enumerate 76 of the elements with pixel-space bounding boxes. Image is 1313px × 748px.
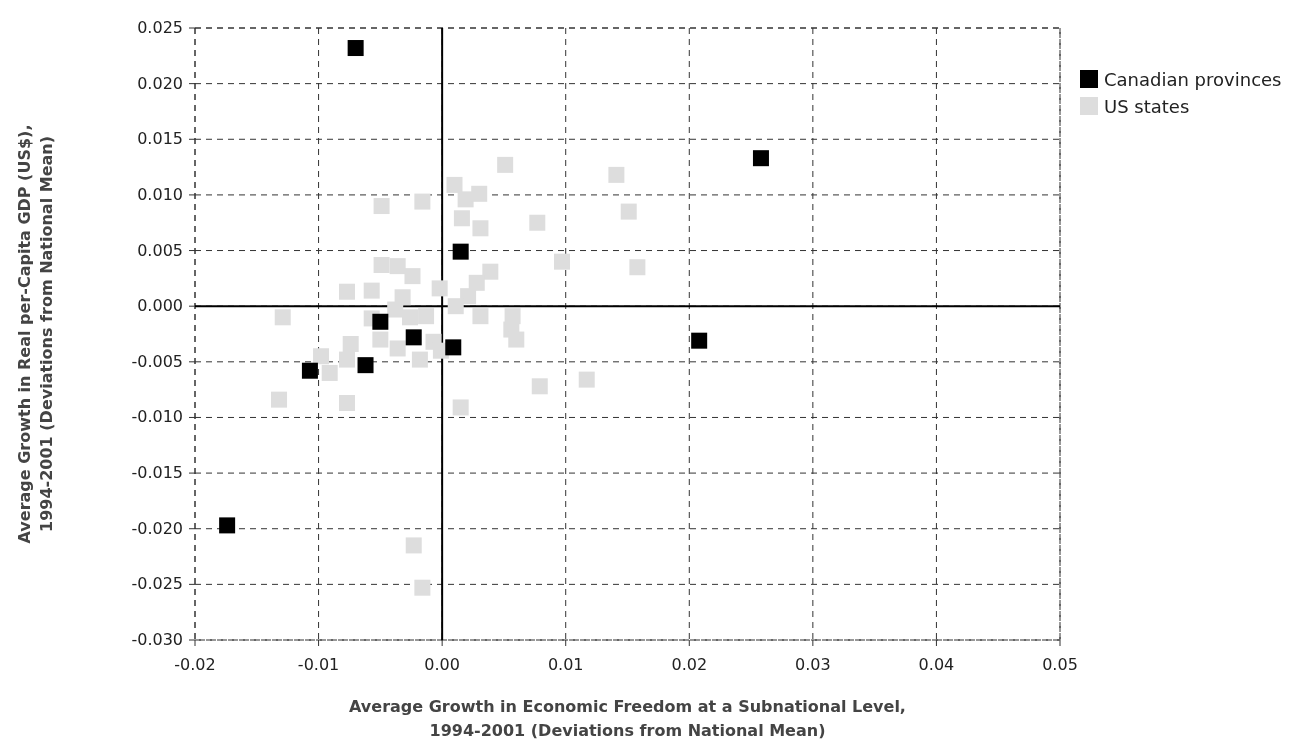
point [554,253,571,270]
point [338,283,355,300]
point [411,351,428,368]
point [691,332,708,349]
y-tick-label: 0.015 [137,129,183,149]
point [578,371,595,388]
point [342,336,359,353]
point [373,198,390,215]
point [372,331,389,348]
y-axis-title: Average Growth in Real per-Capita GDP (US$), 1994-2001 (Deviations from National Mean) [15,124,56,544]
point [373,257,390,274]
x-tick-label: 0.03 [795,655,831,674]
point [321,364,338,381]
x-axis-title: Average Growth in Economic Freedom at a Subnational Level, 1994-2001 (Deviations from National Mean) [349,697,906,740]
point [620,203,637,220]
x-tick-label: 0.04 [918,655,955,674]
x-tick-label: -0.02 [174,655,216,674]
y-tick-label: 0.000 [137,296,183,316]
point [468,274,485,291]
point [472,308,489,325]
point [404,268,421,285]
y-tick-label: -0.030 [131,630,183,649]
point [394,289,411,306]
x-tick-label: 0.02 [671,655,708,674]
point [453,210,470,227]
y-tick-label: 0.020 [137,73,183,93]
point [405,537,422,554]
point [405,329,422,346]
point [402,309,419,326]
point [372,313,389,330]
point [357,357,374,374]
legend-label: Canadian provinces [1104,69,1282,90]
point [629,259,646,276]
point [389,258,406,275]
legend-label: US states [1104,96,1190,117]
point [414,193,431,210]
point [508,331,525,348]
point [446,176,463,193]
point [460,288,477,305]
point [497,156,514,173]
point [313,348,330,365]
point [418,308,435,325]
point [389,340,406,357]
x-tick-label: 0.05 [1042,655,1078,674]
point [472,220,489,237]
x-tick-label: -0.01 [297,655,340,674]
y-tick-label: 0.025 [137,18,183,37]
point [414,579,431,596]
y-tick-label: -0.020 [131,518,183,538]
x-tick-label: 0.01 [547,655,584,674]
point [271,391,288,408]
point [529,214,546,231]
point [445,339,462,356]
point [338,394,355,411]
point [447,298,464,315]
point [219,517,236,534]
y-tick-label: -0.010 [131,407,183,427]
point [531,378,548,395]
point [431,280,448,297]
point [338,351,355,368]
y-tick-label: -0.005 [131,351,183,371]
point [471,185,488,202]
y-tick-label: -0.015 [131,463,183,483]
point [363,282,380,299]
point [301,362,318,379]
point [274,309,291,326]
point [452,399,469,416]
point [608,166,625,183]
point [452,243,469,260]
y-tick-label: 0.005 [137,240,183,260]
point [752,150,769,167]
point [347,40,364,57]
y-tick-label: -0.025 [131,574,183,594]
point [482,263,499,280]
y-tick-label: 0.010 [137,184,183,204]
x-tick-label: 0.00 [424,655,460,674]
